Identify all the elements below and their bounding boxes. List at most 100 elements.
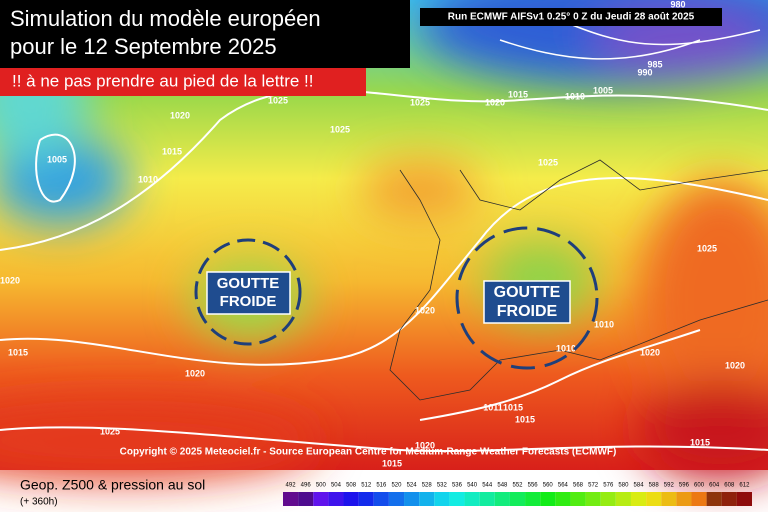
- colorbar-label: 564: [558, 483, 569, 489]
- run-box: [420, 8, 722, 26]
- colorbar-label: 500: [316, 483, 327, 489]
- annotation-text: FROIDE: [497, 303, 558, 320]
- colorbar-swatch: [343, 492, 359, 506]
- colorbar-label: 608: [724, 483, 735, 489]
- colorbar-label: 572: [588, 483, 599, 489]
- colorbar-swatch: [373, 492, 389, 506]
- colorbar-label: 552: [512, 483, 523, 489]
- isobar-label: 1025: [410, 97, 430, 107]
- isobar-label: 1025: [268, 95, 288, 105]
- title: pour le 12 Septembre 2025: [10, 34, 277, 59]
- colorbar-swatch: [419, 492, 435, 506]
- low-circle: [455, 226, 599, 370]
- colorbar-swatch: [404, 492, 420, 506]
- annotation-box: [483, 280, 571, 324]
- colorbar-label: 492: [286, 483, 297, 489]
- colorbar-swatch: [661, 492, 677, 506]
- isobar-label: 1010: [556, 343, 576, 353]
- colorbar-swatch: [630, 492, 647, 506]
- colorbar-label: 540: [467, 483, 478, 489]
- isobar-label: 1025: [538, 157, 558, 167]
- colorbar-swatch: [736, 492, 752, 506]
- warning-box: [0, 68, 366, 96]
- colorbar-label: 524: [407, 483, 418, 489]
- isobar-label: 1010: [594, 319, 614, 329]
- colorbar-label: 588: [649, 483, 660, 489]
- warning: !! à ne pas prendre au pied de la lettre…: [12, 71, 313, 90]
- colorbar-swatch: [494, 492, 510, 506]
- colorbar-label: 504: [331, 483, 342, 489]
- isobar-label: 1010: [565, 91, 585, 101]
- isobar-label: 1011: [483, 402, 503, 412]
- run-info: Run ECMWF AIFSv1 0.25° 0 Z du Jeudi 28 a…: [448, 12, 695, 23]
- colorbar-label: 520: [391, 483, 402, 489]
- colorbar-swatch: [525, 492, 541, 506]
- colorbar-swatch: [479, 492, 495, 506]
- isobar-label: 1020: [640, 347, 660, 357]
- colorbar-label: 548: [497, 483, 508, 489]
- isobar-label: 1020: [725, 360, 745, 370]
- colorbar-label: 560: [543, 483, 554, 489]
- colorbar-swatch: [434, 492, 450, 506]
- colorbar-swatch: [449, 492, 465, 506]
- colorbar-label: 596: [679, 483, 690, 489]
- isobar-label: 1025: [100, 426, 120, 436]
- coastlines: [389, 159, 768, 401]
- colorbar-swatch: [600, 492, 616, 506]
- colorbar-swatch: [646, 492, 662, 506]
- colorbar-label: 532: [437, 483, 448, 489]
- annotation-box: [206, 271, 291, 315]
- colorbar-swatch: [509, 492, 526, 506]
- colorbar-label: 556: [528, 483, 539, 489]
- colorbar-label: 612: [739, 483, 750, 489]
- colorbar-swatch: [721, 492, 737, 506]
- copyright: Copyright © 2025 Meteociel.fr - Source E…: [120, 447, 617, 458]
- annotation-text: FROIDE: [220, 293, 277, 310]
- colorbar-label: 568: [573, 483, 584, 489]
- forecast-hour: (+ 360h): [20, 497, 58, 508]
- title-box: [0, 0, 410, 68]
- isobar-label: 1020: [185, 368, 205, 378]
- isobar-label: 1020: [170, 110, 190, 120]
- isobar-label: 1025: [330, 124, 350, 134]
- colorbar-label: 592: [664, 483, 675, 489]
- colorbar: 492 496 500 504 508 512 516 520 524 528 532 536 540 5…: [283, 483, 752, 506]
- isobar-label: 1010: [138, 174, 158, 184]
- colorbar-label: 508: [346, 483, 357, 489]
- colorbar-swatch: [388, 492, 405, 506]
- colorbar-swatch: [313, 492, 329, 506]
- isobar-label: 1015: [508, 89, 528, 99]
- colorbar-swatch: [706, 492, 722, 506]
- colorbar-label: 516: [376, 483, 387, 489]
- colorbar-swatch: [358, 492, 374, 506]
- annotation-text: GOUTTE: [494, 284, 561, 301]
- isobar-label: 1005: [593, 85, 613, 95]
- isobar-label: 990: [637, 67, 652, 77]
- colorbar-label: 528: [422, 483, 433, 489]
- colorbar-swatch: [328, 492, 344, 506]
- title: Simulation du modèle européen: [10, 6, 321, 31]
- colorbar-swatch: [570, 492, 586, 506]
- colorbar-swatch: [298, 492, 314, 506]
- colorbar-swatch: [283, 492, 299, 506]
- colorbar-swatch: [555, 492, 571, 506]
- colorbar-label: 604: [709, 483, 720, 489]
- isobar-label: 1015: [503, 402, 523, 412]
- isobar-label: 1020: [415, 305, 435, 315]
- colorbar-label: 576: [603, 483, 614, 489]
- isobar-label: 985: [647, 59, 662, 69]
- isobar-label: 1015: [690, 437, 710, 447]
- colorbar-label: 536: [452, 483, 463, 489]
- isobar-label: 1020: [415, 440, 435, 450]
- isobar-label: 1015: [162, 146, 182, 156]
- isobar-label: 1005: [47, 154, 67, 164]
- colorbar-label: 600: [694, 483, 705, 489]
- low-circle: [194, 238, 302, 346]
- isobar-label: 1015: [382, 458, 402, 468]
- legend-title: Geop. Z500 & pression au sol: [20, 477, 205, 493]
- colorbar-swatch: [676, 492, 692, 506]
- colorbar-swatch: [615, 492, 631, 506]
- isobar-label: 980: [670, 0, 685, 9]
